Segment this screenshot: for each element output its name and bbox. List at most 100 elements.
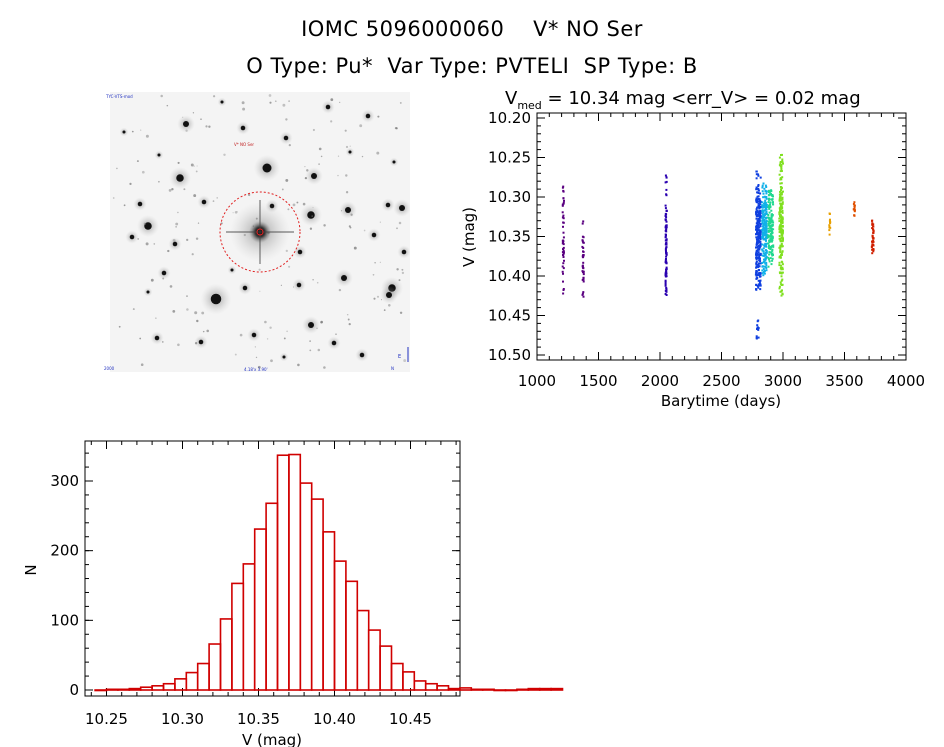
data-point <box>779 228 782 231</box>
data-point <box>755 288 758 291</box>
data-point <box>762 233 765 236</box>
data-point <box>779 170 782 173</box>
data-point <box>768 197 770 200</box>
data-point <box>664 235 667 238</box>
data-point <box>757 319 760 322</box>
data-point <box>759 216 762 219</box>
data-point <box>872 230 875 233</box>
faint-star <box>396 227 398 230</box>
faint-star <box>316 327 318 329</box>
data-point <box>664 279 667 282</box>
data-point <box>758 272 761 274</box>
data-point <box>562 262 565 265</box>
data-point <box>757 240 760 243</box>
data-point <box>765 262 768 264</box>
data-point <box>755 266 758 269</box>
data-point <box>763 232 766 235</box>
data-point <box>665 260 668 263</box>
star <box>240 125 246 131</box>
data-point <box>764 225 767 228</box>
data-point <box>761 234 764 237</box>
data-point <box>828 225 831 228</box>
data-point <box>763 202 765 205</box>
data-point <box>665 225 668 228</box>
faint-star <box>330 120 333 123</box>
data-point <box>755 199 758 202</box>
faint-star <box>287 208 290 211</box>
data-point <box>772 228 775 231</box>
star <box>385 202 391 208</box>
data-point <box>758 236 761 239</box>
data-point <box>770 194 773 197</box>
data-point <box>765 196 768 198</box>
data-point <box>779 204 782 207</box>
data-point <box>853 204 856 207</box>
data-point <box>870 246 873 249</box>
light-curve-title-rest: = 10.34 mag <err_V> = 0.02 mag <box>542 88 861 109</box>
data-point <box>759 288 762 291</box>
histogram-bar <box>219 618 233 691</box>
data-point <box>780 252 783 255</box>
data-point <box>768 258 770 260</box>
data-point <box>765 257 768 260</box>
star <box>325 104 331 110</box>
data-point <box>757 221 760 224</box>
faint-star <box>171 188 174 191</box>
x-tick-label: 1500 <box>579 372 617 390</box>
data-point <box>756 324 759 327</box>
data-point <box>665 243 668 246</box>
data-point <box>780 178 783 181</box>
data-point <box>769 222 772 225</box>
data-point <box>765 245 768 248</box>
histogram-bar <box>538 687 552 691</box>
data-point <box>764 196 767 199</box>
data-point <box>852 208 855 211</box>
data-point <box>771 245 773 248</box>
data-point <box>779 227 782 230</box>
data-point <box>781 231 784 234</box>
data-point <box>768 190 771 192</box>
data-point <box>781 201 784 204</box>
faint-star <box>177 211 179 214</box>
data-point <box>872 244 875 247</box>
data-point <box>756 200 758 202</box>
data-point <box>764 202 767 204</box>
figure-title-line2: O Type: Pu* Var Type: PVTELI SP Type: B <box>246 54 698 78</box>
data-point <box>759 257 761 260</box>
data-point <box>757 234 760 237</box>
data-point <box>758 245 760 247</box>
data-point <box>781 229 783 232</box>
data-point <box>767 204 770 207</box>
data-point <box>770 228 773 231</box>
data-point <box>872 248 875 250</box>
histogram-bar <box>185 671 199 691</box>
data-point <box>765 203 768 206</box>
star <box>157 153 161 157</box>
data-point <box>765 235 768 238</box>
y-tick-label: 10.20 <box>488 109 531 127</box>
data-point <box>780 165 783 168</box>
data-point <box>765 245 768 248</box>
star <box>386 292 392 298</box>
faint-star <box>346 313 349 316</box>
data-point <box>665 268 668 271</box>
data-point <box>780 231 783 234</box>
data-point <box>770 198 773 201</box>
faint-star <box>131 130 134 133</box>
data-point <box>757 272 760 275</box>
data-point <box>761 231 764 234</box>
data-point <box>768 205 771 208</box>
star <box>283 135 289 141</box>
data-point <box>767 206 770 209</box>
data-point <box>765 211 768 213</box>
data-point <box>761 215 764 218</box>
data-point <box>758 246 761 249</box>
data-point <box>782 229 784 232</box>
finder-compass-east: E <box>398 354 401 360</box>
data-point <box>767 227 770 230</box>
faint-star <box>376 295 380 298</box>
data-point <box>853 201 856 204</box>
data-point <box>779 165 782 168</box>
data-point <box>778 211 781 214</box>
data-point <box>758 265 761 268</box>
